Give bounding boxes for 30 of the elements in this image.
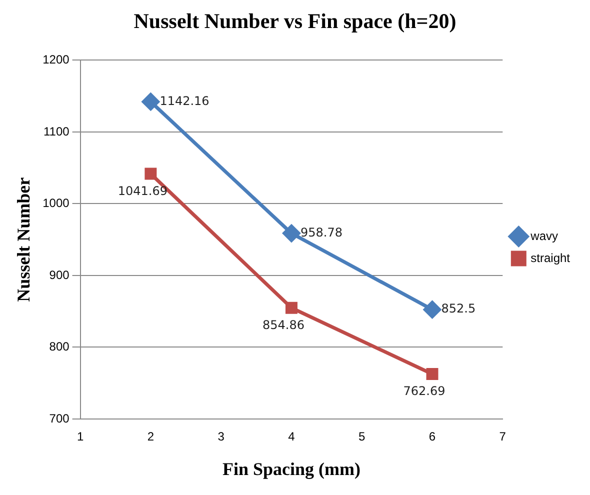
point xyxy=(424,300,442,318)
y-tick-label: 1200 xyxy=(42,52,70,67)
y-tick-label: 1000 xyxy=(42,196,70,210)
point xyxy=(144,168,157,180)
y-tick-label: 700 xyxy=(49,411,70,426)
x-tick-label: 4 xyxy=(288,430,296,444)
point xyxy=(142,92,160,110)
x-tick-label: 1 xyxy=(76,430,84,444)
y-tick-label: 1100 xyxy=(43,124,70,138)
y-tick-label: 900 xyxy=(49,268,70,282)
data-label: 1041.69 xyxy=(118,184,168,198)
chart-title: Nusselt Number vs Fin space (h=20) xyxy=(134,9,456,34)
y-tick-label: 800 xyxy=(49,340,70,354)
legend-label: straight xyxy=(530,250,571,265)
x-tick-label: 3 xyxy=(218,430,225,444)
x-tick-label: 5 xyxy=(358,430,366,444)
data-label: 852.5 xyxy=(441,302,476,316)
data-label: 1142.16 xyxy=(160,94,210,108)
data-label: 854.86 xyxy=(262,318,304,332)
x-tick-label: 6 xyxy=(428,430,436,444)
x-tick-label: 2 xyxy=(147,430,154,444)
x-axis-title: Fin Spacing (mm) xyxy=(222,458,360,479)
point xyxy=(282,224,300,242)
data-label: 958.78 xyxy=(300,225,342,240)
x-tick-label: 7 xyxy=(499,430,506,444)
point xyxy=(426,368,438,380)
data-label: 762.69 xyxy=(403,384,446,398)
point xyxy=(285,302,298,314)
y-axis-title: Nusselt Number xyxy=(13,177,34,302)
legend-label: wavy xyxy=(530,228,558,243)
